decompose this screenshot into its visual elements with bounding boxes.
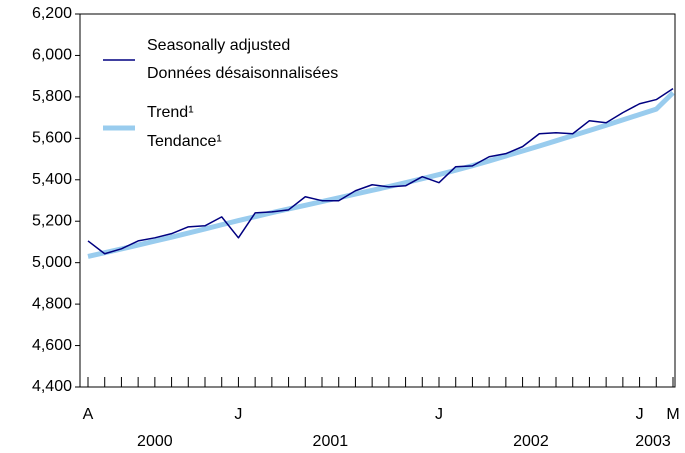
y-tick-label: 6,200 [32, 5, 72, 22]
y-tick-label: 5,800 [32, 88, 72, 105]
year-label: 2002 [513, 433, 549, 450]
x-tick-label: A [83, 406, 94, 423]
x-tick-label: J [636, 406, 644, 423]
legend-label: Tendance¹ [147, 133, 222, 150]
series-line [87, 90, 675, 259]
series-line [87, 87, 674, 255]
year-label: 2001 [313, 433, 349, 450]
plot-frame [79, 13, 676, 388]
x-tick-label: J [435, 406, 443, 423]
year-label: 2000 [137, 433, 173, 450]
y-tick-label: 6,000 [32, 47, 72, 64]
legend-label: Trend¹ [147, 104, 194, 121]
x-tick-label: J [234, 406, 242, 423]
y-tick-label: 5,200 [32, 212, 72, 229]
y-tick-label: 4,400 [32, 378, 72, 395]
legend-label: Données désaisonnalisées [147, 65, 338, 82]
x-tick-label: M [666, 406, 679, 423]
y-tick-label: 5,400 [32, 171, 72, 188]
legend-label: Seasonally adjusted [147, 37, 290, 54]
y-tick-label: 4,800 [32, 295, 72, 312]
y-tick-label: 5,600 [32, 130, 72, 147]
y-tick-label: 4,600 [32, 337, 72, 354]
year-label: 2003 [635, 433, 671, 450]
y-tick-label: 5,000 [32, 254, 72, 271]
